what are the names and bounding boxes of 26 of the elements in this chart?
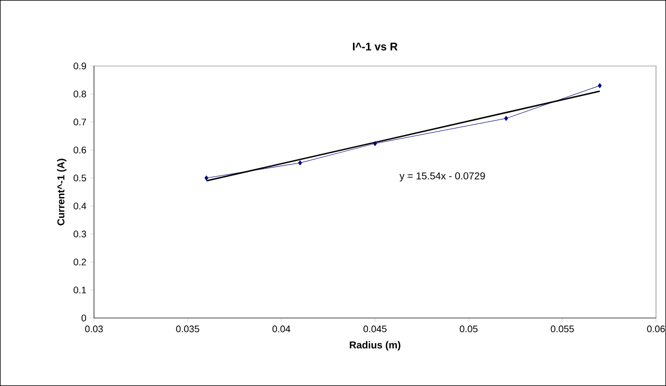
y-axis-title: Current^-1 (A) xyxy=(57,158,66,226)
y-tick-label: 0.3 xyxy=(74,230,86,238)
x-axis-title: Radius (m) xyxy=(350,341,400,350)
y-tick-label: 0 xyxy=(82,314,86,322)
x-tick-label: 0.04 xyxy=(272,326,290,332)
y-tick-label: 0.2 xyxy=(74,258,86,266)
x-tick-label: 0.035 xyxy=(176,326,200,332)
point xyxy=(504,116,508,121)
x-tick-label: 0.05 xyxy=(460,326,478,332)
x-tick-label: 0.03 xyxy=(85,326,103,332)
annotation: y = 15.54x - 0.0729 xyxy=(400,172,485,182)
y-tick-label: 0.4 xyxy=(74,202,86,210)
point xyxy=(598,83,602,88)
x-tick-label: 0.06 xyxy=(647,326,665,332)
y-tick-label: 0.9 xyxy=(74,62,86,70)
point xyxy=(298,160,302,166)
y-tick-label: 0.8 xyxy=(74,90,86,98)
y-tick-label: 0.5 xyxy=(74,174,86,182)
y-tick-label: 0.6 xyxy=(74,146,86,154)
chart-title: I^-1 vs R xyxy=(352,42,398,50)
x-tick-label: 0.045 xyxy=(363,326,386,332)
point xyxy=(204,176,208,180)
y-tick-label: 0.7 xyxy=(74,118,86,126)
x-tick-label: 0.055 xyxy=(550,326,574,332)
y-tick-label: 0.1 xyxy=(74,286,86,294)
point xyxy=(373,141,377,146)
